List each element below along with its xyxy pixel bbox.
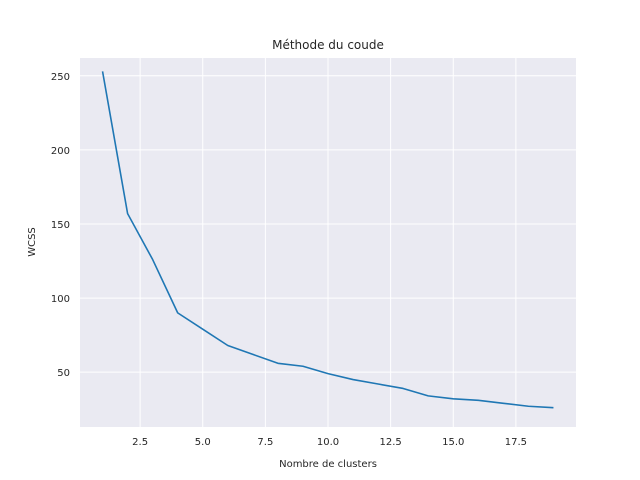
y-axis-label: WCSS [27, 227, 38, 257]
x-tick-label: 15.0 [442, 437, 464, 448]
x-tick-labels: 2.5 5.0 7.5 10.0 12.5 15.0 17.5 [132, 437, 527, 448]
x-tick-label: 2.5 [132, 437, 148, 448]
x-tick-label: 12.5 [379, 437, 401, 448]
y-tick-label: 250 [51, 72, 70, 83]
grid [80, 58, 576, 427]
y-tick-label: 150 [51, 220, 70, 231]
x-tick-label: 17.5 [505, 437, 527, 448]
x-tick-label: 10.0 [317, 437, 339, 448]
series-layer [101, 71, 554, 409]
x-axis-label: Nombre de clusters [279, 459, 377, 470]
y-tick-label: 100 [51, 294, 70, 305]
y-tick-label: 200 [51, 146, 70, 157]
x-tick-label: 7.5 [257, 437, 273, 448]
y-tick-label: 50 [57, 368, 70, 379]
series-line [101, 71, 554, 409]
chart-title: Méthode du coude [272, 38, 384, 52]
y-tick-labels: 50 100 150 200 250 [51, 72, 70, 379]
x-tick-label: 5.0 [195, 437, 211, 448]
